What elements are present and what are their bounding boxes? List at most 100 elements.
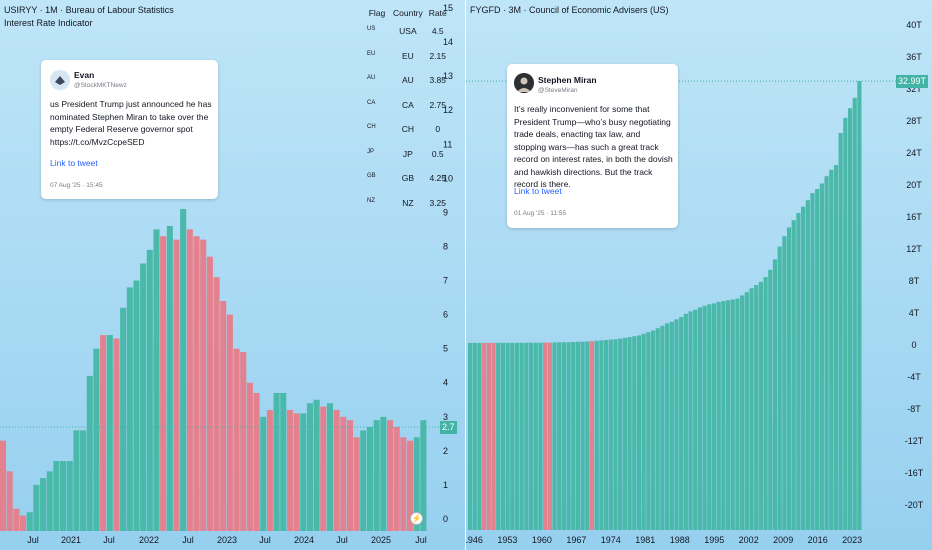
bar: [66, 461, 73, 531]
bar: [627, 337, 632, 530]
x-tick-label: 2024: [294, 535, 314, 545]
bar: [293, 413, 300, 531]
bar: [86, 375, 93, 531]
rate-table: Flag Country Rate US USA 4.5 EU EU 2.15 AU AU…: [364, 8, 450, 222]
tweet-author-name: Evan: [74, 70, 95, 80]
bar: [113, 338, 120, 531]
bar: [333, 409, 340, 531]
avatar-graphic: [514, 73, 534, 93]
bar: [810, 193, 815, 530]
bar: [26, 512, 33, 531]
x-tick-label: Jul: [103, 535, 115, 545]
country-cell: JP: [402, 148, 413, 159]
bar: [754, 285, 759, 530]
bar: [580, 341, 585, 530]
bar: [386, 420, 394, 531]
table-row: GB GB 4.25: [364, 173, 450, 198]
x-tick-label: 2009: [773, 535, 793, 545]
bar: [6, 471, 13, 531]
bar: [80, 430, 87, 531]
bar: [589, 341, 595, 530]
bar: [665, 323, 670, 530]
bar: [120, 307, 127, 531]
link-to-tweet[interactable]: Link to tweet: [514, 186, 562, 196]
y-tick-label: 1: [443, 480, 448, 490]
y-tick-label: 40T: [906, 20, 922, 30]
bar: [613, 339, 618, 530]
bar: [786, 227, 792, 530]
bar: [353, 437, 360, 531]
bar: [650, 330, 656, 530]
bar: [552, 342, 557, 530]
bar: [482, 342, 487, 530]
tweet-card-miran[interactable]: Stephen Miran @SteveMiran It’s really in…: [507, 64, 678, 228]
bar: [674, 319, 679, 530]
pane-divider[interactable]: [465, 0, 466, 550]
bar: [725, 300, 731, 530]
bar: [796, 213, 801, 530]
bar: [505, 342, 510, 530]
left-chart-subtitle: Interest Rate Indicator: [4, 18, 93, 28]
x-tick-label: 2025: [371, 535, 391, 545]
rate-table-col-rate: Rate: [428, 8, 447, 18]
tweet-author-handle: @StockMKTNewz: [74, 82, 127, 89]
current-value-tag: 32.99T: [896, 75, 929, 88]
bar: [133, 280, 140, 531]
x-tick-label: 2002: [739, 535, 759, 545]
bar: [702, 305, 707, 530]
link-to-tweet[interactable]: Link to tweet: [50, 158, 98, 168]
bar: [200, 239, 207, 531]
left-chart-pane[interactable]: 0 1 2 3 4 5 6 7 8 9 10 11 12 13 14 15 Jul 2021 Jul 2022 Jul 2…: [0, 0, 465, 550]
rate-table-col-flag: Flag: [368, 8, 386, 18]
bar: [140, 263, 147, 531]
bar: [206, 256, 213, 531]
bar: [815, 189, 820, 530]
bar: [829, 169, 834, 531]
bar: [533, 342, 538, 530]
bar: [13, 508, 20, 531]
rate-cell: 0: [435, 124, 441, 134]
y-tick-label: 8: [443, 242, 448, 252]
bar: [266, 409, 273, 531]
bar: [500, 342, 506, 530]
bar: [340, 416, 347, 531]
bar: [193, 236, 200, 531]
y-tick-label: 12: [443, 105, 453, 115]
bar: [514, 342, 520, 530]
x-tick-label: 1960: [532, 535, 552, 545]
bar: [768, 269, 773, 530]
bar: [679, 317, 684, 530]
y-tick-label: 5: [443, 344, 448, 354]
right-chart-canvas[interactable]: -20T -16T -12T -8T -4T 0 4T 8T 12T 16T 20T 24T 28T 32…: [466, 0, 932, 550]
current-value-tag: 2.7: [440, 421, 457, 434]
bar: [468, 342, 473, 530]
right-chart-pane[interactable]: -20T -16T -12T -8T -4T 0 4T 8T 12T 16T 20T 24T 28T 32…: [466, 0, 932, 550]
tweet-card-evan[interactable]: Evan @StockMKTNewz us President Trump ju…: [41, 60, 218, 199]
bar: [566, 342, 571, 530]
bar: [622, 337, 627, 530]
y-tick-label: 20T: [906, 180, 922, 190]
bar: [510, 342, 515, 530]
bar: [843, 117, 848, 531]
bar: [519, 342, 524, 530]
bar: [73, 430, 80, 531]
bar: [528, 342, 534, 530]
x-tick-label: Jul: [259, 535, 271, 545]
y-tick-label: 6: [443, 310, 448, 320]
bar: [360, 430, 367, 531]
table-row: AU AU 3.85: [364, 75, 450, 100]
right-chart-title: FYGFD · 3M · Council of Economic Adviser…: [470, 5, 669, 15]
lightning-icon[interactable]: ⚡: [410, 512, 423, 525]
bar: [660, 325, 665, 530]
y-tick-label: 10: [443, 173, 453, 183]
bar: [173, 239, 180, 531]
bar: [346, 420, 354, 531]
country-cell: GB: [401, 173, 415, 183]
bar: [126, 287, 133, 531]
y-tick-label: 36T: [906, 52, 922, 62]
bar: [153, 229, 160, 531]
country-cell: AU: [401, 75, 414, 85]
tweet-author-name: Stephen Miran: [538, 75, 597, 85]
bar: [683, 313, 688, 530]
